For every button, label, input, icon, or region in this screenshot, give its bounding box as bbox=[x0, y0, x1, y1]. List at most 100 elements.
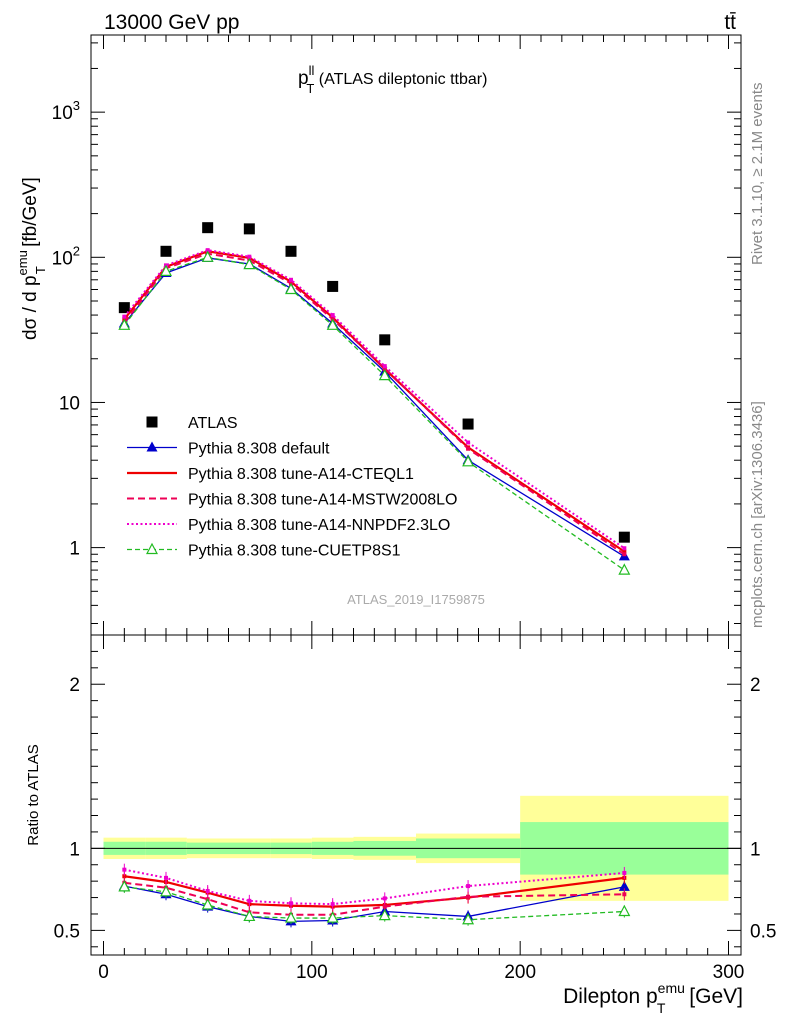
mcplots-label: mcplots.cern.ch [arXiv:1306.3436] bbox=[749, 401, 766, 628]
ratio-y-axis-label: Ratio to ATLAS bbox=[25, 744, 42, 845]
legend-label: Pythia 8.308 tune-A14-MSTW2008LO bbox=[188, 492, 457, 509]
series-point bbox=[118, 318, 131, 330]
ratio-frame bbox=[90, 634, 742, 956]
main-y-axis-label: dσ / d pemu T [fb/GeV] bbox=[15, 177, 48, 340]
series-point bbox=[622, 546, 627, 551]
x-axis-label: Dilepton pemu T [GeV] bbox=[563, 980, 743, 1016]
legend-item: Pythia 8.308 tune-A14-MSTW2008LO bbox=[127, 492, 457, 509]
y-tick-label-left: 2 bbox=[69, 675, 80, 696]
legend-label: Pythia 8.308 tune-CUETP8S1 bbox=[188, 543, 401, 560]
series-point bbox=[289, 277, 293, 282]
y-tick-label-left: 1 bbox=[69, 839, 80, 860]
series-point bbox=[243, 257, 256, 270]
energy-label: 13000 GeV pp bbox=[104, 11, 239, 34]
ratio-panel: 0.5 0.5 1 1 2 2 0 100 200 300 Ratio to ATLAS Dil… bbox=[25, 634, 777, 1016]
x-tick-label: 0 bbox=[98, 962, 109, 983]
x-tick-label: 200 bbox=[504, 962, 536, 983]
main-axis-ticks bbox=[91, 35, 741, 635]
ratio-point bbox=[622, 870, 627, 875]
ratio-point bbox=[466, 894, 471, 899]
series-point bbox=[330, 313, 335, 318]
data-point bbox=[243, 223, 255, 235]
ratio-point bbox=[122, 867, 127, 872]
series-pythia-8-308-tune-cuetp8s1 bbox=[118, 250, 631, 575]
ratio-x-tick-labels: 0 100 200 300 bbox=[98, 962, 744, 983]
ratio-point bbox=[466, 884, 471, 889]
data-point bbox=[618, 531, 630, 543]
ratio-point bbox=[164, 875, 168, 880]
data-point bbox=[160, 245, 172, 257]
ratio-point bbox=[201, 898, 214, 910]
ratio-point bbox=[118, 880, 131, 892]
legend-label: Pythia 8.308 tune-A14-NNPDF2.3LO bbox=[188, 517, 450, 534]
y-tick-label: 10 bbox=[59, 393, 80, 414]
series-point bbox=[247, 254, 252, 259]
series-point bbox=[382, 366, 387, 371]
ratio-series-pythia-8-308-tune-a14-nnpdf2-3lo bbox=[122, 863, 627, 911]
legend-item: Pythia 8.308 tune-A14-NNPDF2.3LO bbox=[127, 517, 450, 534]
ratio-point bbox=[160, 885, 172, 897]
data-point bbox=[379, 334, 391, 346]
series-line bbox=[123, 257, 625, 557]
series-line bbox=[123, 252, 625, 556]
legend-item: Pythia 8.308 tune-A14-CTEQL1 bbox=[127, 466, 414, 483]
series-point bbox=[378, 368, 391, 381]
x-tick-label: 300 bbox=[713, 962, 745, 983]
series-point bbox=[622, 549, 627, 554]
series-point bbox=[622, 552, 627, 557]
ratio-point bbox=[618, 904, 631, 917]
series-point bbox=[618, 563, 631, 575]
ratio-point bbox=[622, 892, 627, 897]
legend-item: ATLAS bbox=[146, 415, 238, 432]
ratio-point bbox=[330, 902, 335, 907]
ratio-series-pythia-8-308-tune-cuetp8s1 bbox=[118, 880, 631, 926]
ratio-point bbox=[285, 911, 297, 923]
ratio-line bbox=[124, 868, 625, 906]
ratio-point bbox=[289, 901, 293, 906]
legend-item: Pythia 8.308 tune-CUETP8S1 bbox=[127, 543, 401, 560]
y-tick-label: 103 bbox=[52, 98, 80, 124]
legend-marker bbox=[146, 542, 158, 555]
legend-item: Pythia 8.308 default bbox=[127, 441, 330, 458]
ratio-point bbox=[243, 909, 256, 922]
y-tick-label-right: 2 bbox=[750, 675, 761, 696]
plot-title: pll T (ATLAS dileptonic ttbar) bbox=[298, 63, 487, 96]
legend-label: Pythia 8.308 tune-A14-CTEQL1 bbox=[188, 466, 414, 483]
ratio-y-tick-labels: 0.5 0.5 1 1 2 2 bbox=[54, 675, 777, 942]
y-tick-label-right: 0.5 bbox=[750, 921, 776, 942]
ratio-point bbox=[462, 912, 475, 925]
series-point bbox=[285, 282, 297, 295]
ratio-point bbox=[618, 880, 630, 891]
series-point bbox=[205, 248, 210, 253]
legend-label: Pythia 8.308 default bbox=[188, 441, 330, 458]
series-point bbox=[462, 455, 475, 467]
data-point bbox=[462, 418, 474, 430]
data-point bbox=[285, 245, 297, 257]
series-atlas bbox=[118, 222, 630, 543]
ratio-point bbox=[326, 911, 339, 923]
process-label: tt̄ bbox=[724, 11, 736, 34]
data-point bbox=[118, 302, 130, 314]
x-tick-label: 100 bbox=[296, 962, 328, 983]
series-point bbox=[382, 364, 387, 369]
series-point bbox=[466, 440, 471, 445]
rivet-version-label: Rivet 3.1.10, ≥ 2.1M events bbox=[749, 83, 766, 266]
data-point bbox=[327, 280, 339, 292]
series-pythia-8-308-default bbox=[118, 251, 630, 561]
y-tick-label-right: 1 bbox=[750, 839, 761, 860]
y-tick-label-left: 0.5 bbox=[54, 921, 80, 942]
ratio-point bbox=[205, 889, 210, 893]
series-point bbox=[160, 264, 172, 276]
ratio-point bbox=[382, 904, 387, 909]
legend: ATLAS Pythia 8.308 default Pythia 8.308 tu… bbox=[127, 415, 457, 560]
analysis-watermark: ATLAS_2019_I1759875 bbox=[347, 592, 485, 607]
ratio-axis-ticks bbox=[91, 635, 741, 955]
y-tick-label: 1 bbox=[69, 539, 80, 560]
series-point bbox=[326, 318, 339, 330]
series-point bbox=[466, 446, 471, 451]
ratio-point bbox=[122, 874, 127, 879]
legend-marker bbox=[146, 441, 158, 452]
